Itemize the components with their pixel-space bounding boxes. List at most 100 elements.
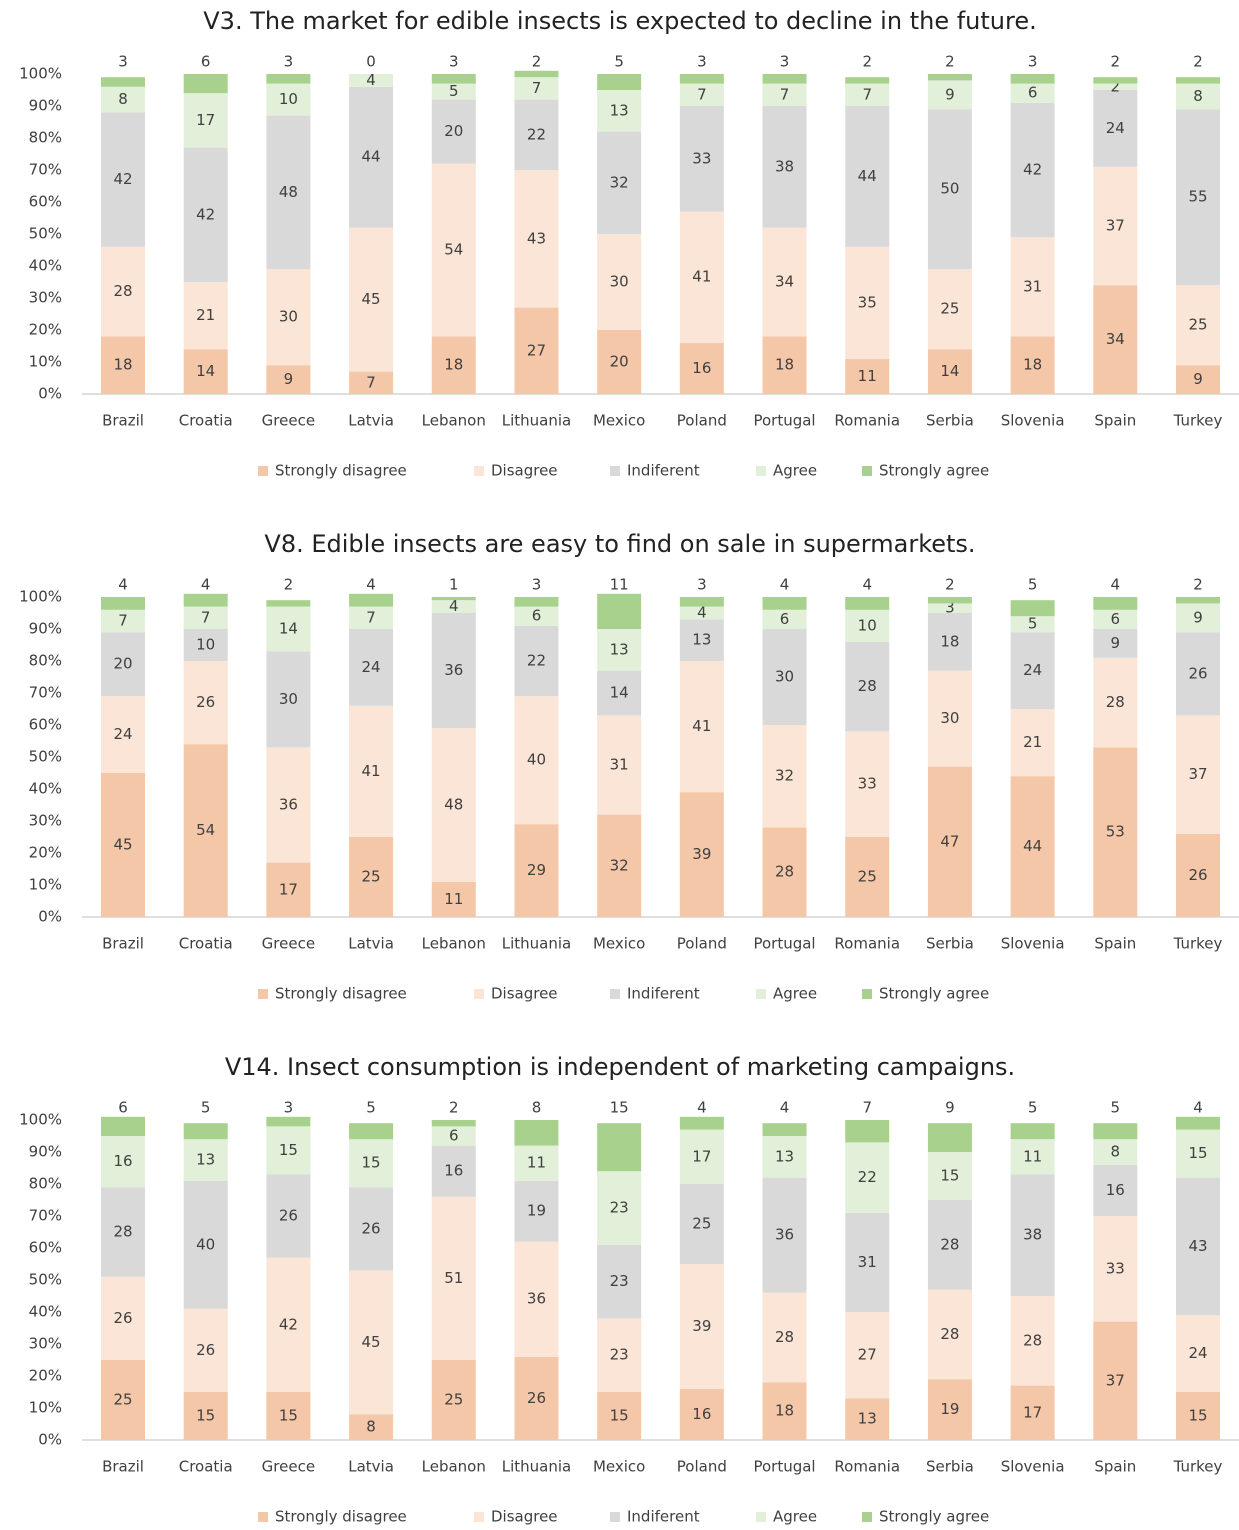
data-label: 25	[444, 1391, 463, 1409]
y-tick-label: 10%	[29, 876, 62, 894]
bar-segment	[845, 358, 890, 394]
chart: V14. Insect consumption is independent o…	[19, 1053, 1239, 1526]
bar-segment	[1093, 285, 1138, 394]
data-label: 13	[692, 631, 711, 649]
bar-segment	[1010, 237, 1055, 337]
bar-segment	[183, 1180, 228, 1309]
data-label: 9	[1193, 608, 1203, 626]
legend-swatch	[862, 466, 872, 476]
data-label: 21	[196, 306, 215, 324]
bar-segment	[679, 342, 724, 394]
data-label: 22	[527, 652, 546, 670]
data-label: 5	[201, 1099, 211, 1117]
data-label: 30	[610, 273, 629, 291]
bar-segment	[1010, 1385, 1055, 1440]
y-tick-label: 30%	[29, 289, 62, 307]
x-tick-label: Romania	[834, 1458, 900, 1476]
data-label: 9	[1111, 634, 1121, 652]
bar-segment	[1093, 77, 1138, 84]
data-label: 37	[1106, 217, 1125, 235]
data-label: 8	[1111, 1143, 1121, 1161]
bar-segment	[927, 349, 972, 394]
x-tick-label: Lebanon	[422, 935, 486, 953]
data-label: 34	[775, 273, 794, 291]
legend-label: Strongly disagree	[275, 462, 407, 480]
data-label: 4	[118, 576, 128, 594]
bar-segment	[762, 1292, 807, 1383]
data-label: 19	[940, 1400, 959, 1418]
data-label: 19	[527, 1202, 546, 1220]
data-label: 3	[945, 599, 955, 617]
bar-segment	[762, 106, 807, 228]
data-label: 40	[527, 751, 546, 769]
y-tick-label: 10%	[29, 1399, 62, 1417]
bar-segment	[431, 613, 476, 729]
legend-swatch	[258, 1512, 268, 1522]
bar-segment	[349, 1139, 394, 1188]
bar-segment	[845, 641, 890, 732]
x-tick-label: Brazil	[102, 412, 144, 430]
x-tick-label: Lebanon	[422, 1458, 486, 1476]
data-label: 15	[940, 1167, 959, 1185]
data-label: 28	[113, 1223, 132, 1241]
bar-segment	[349, 629, 394, 706]
bar-segment	[1093, 609, 1138, 629]
bar-segment	[101, 1136, 145, 1188]
data-label: 16	[692, 1405, 711, 1423]
bar-segment	[183, 606, 228, 629]
bar-segment	[183, 147, 228, 282]
bar-segment	[845, 609, 890, 642]
data-label: 10	[858, 616, 877, 634]
data-label: 11	[527, 1154, 546, 1172]
data-label: 2	[862, 53, 872, 71]
x-tick-label: Serbia	[926, 935, 974, 953]
legend-swatch	[756, 1512, 766, 1522]
data-label: 36	[279, 796, 298, 814]
data-label: 2	[449, 1099, 459, 1117]
x-tick-label: Poland	[677, 935, 727, 953]
data-label: 18	[940, 632, 959, 650]
data-label: 13	[610, 101, 629, 119]
x-tick-label: Poland	[677, 412, 727, 430]
y-tick-label: 90%	[29, 1143, 62, 1161]
data-label: 25	[858, 868, 877, 886]
bar-segment	[762, 1136, 807, 1178]
data-label: 24	[1106, 119, 1125, 137]
data-label: 14	[279, 620, 298, 638]
data-label: 26	[113, 1309, 132, 1327]
x-tick-label: Greece	[262, 935, 315, 953]
data-label: 25	[362, 868, 381, 886]
legend-swatch	[258, 466, 268, 476]
bar-segment	[597, 1392, 642, 1440]
data-label: 26	[1188, 664, 1207, 682]
x-tick-label: Brazil	[102, 1458, 144, 1476]
data-label: 25	[692, 1215, 711, 1233]
bar-segment	[1010, 776, 1055, 917]
bar-segment	[927, 269, 972, 350]
bar-segment	[1176, 603, 1220, 633]
bar-segment	[927, 597, 972, 604]
data-label: 5	[366, 1099, 376, 1117]
data-label: 18	[775, 356, 794, 374]
bar-segment	[679, 211, 724, 343]
bar-segment	[1176, 1129, 1220, 1178]
bar-segment	[597, 629, 642, 671]
bar-segment	[1176, 833, 1220, 917]
data-label: 8	[1193, 87, 1203, 105]
data-label: 30	[940, 709, 959, 727]
data-label: 2	[1193, 53, 1203, 71]
x-tick-label: Brazil	[102, 935, 144, 953]
bar-segment	[845, 1312, 890, 1399]
bar-segment	[679, 661, 724, 793]
x-tick-label: Latvia	[348, 1458, 394, 1476]
bar-segment	[1093, 90, 1138, 167]
bar-segment	[597, 74, 642, 90]
bar-segment	[431, 881, 476, 917]
bar-segment	[1176, 1392, 1220, 1440]
bar-segment	[597, 814, 642, 917]
data-label: 43	[1188, 1237, 1207, 1255]
bar-segment	[514, 70, 559, 78]
data-label: 23	[610, 1346, 629, 1364]
data-label: 13	[196, 1151, 215, 1169]
bar-segment	[266, 115, 311, 270]
